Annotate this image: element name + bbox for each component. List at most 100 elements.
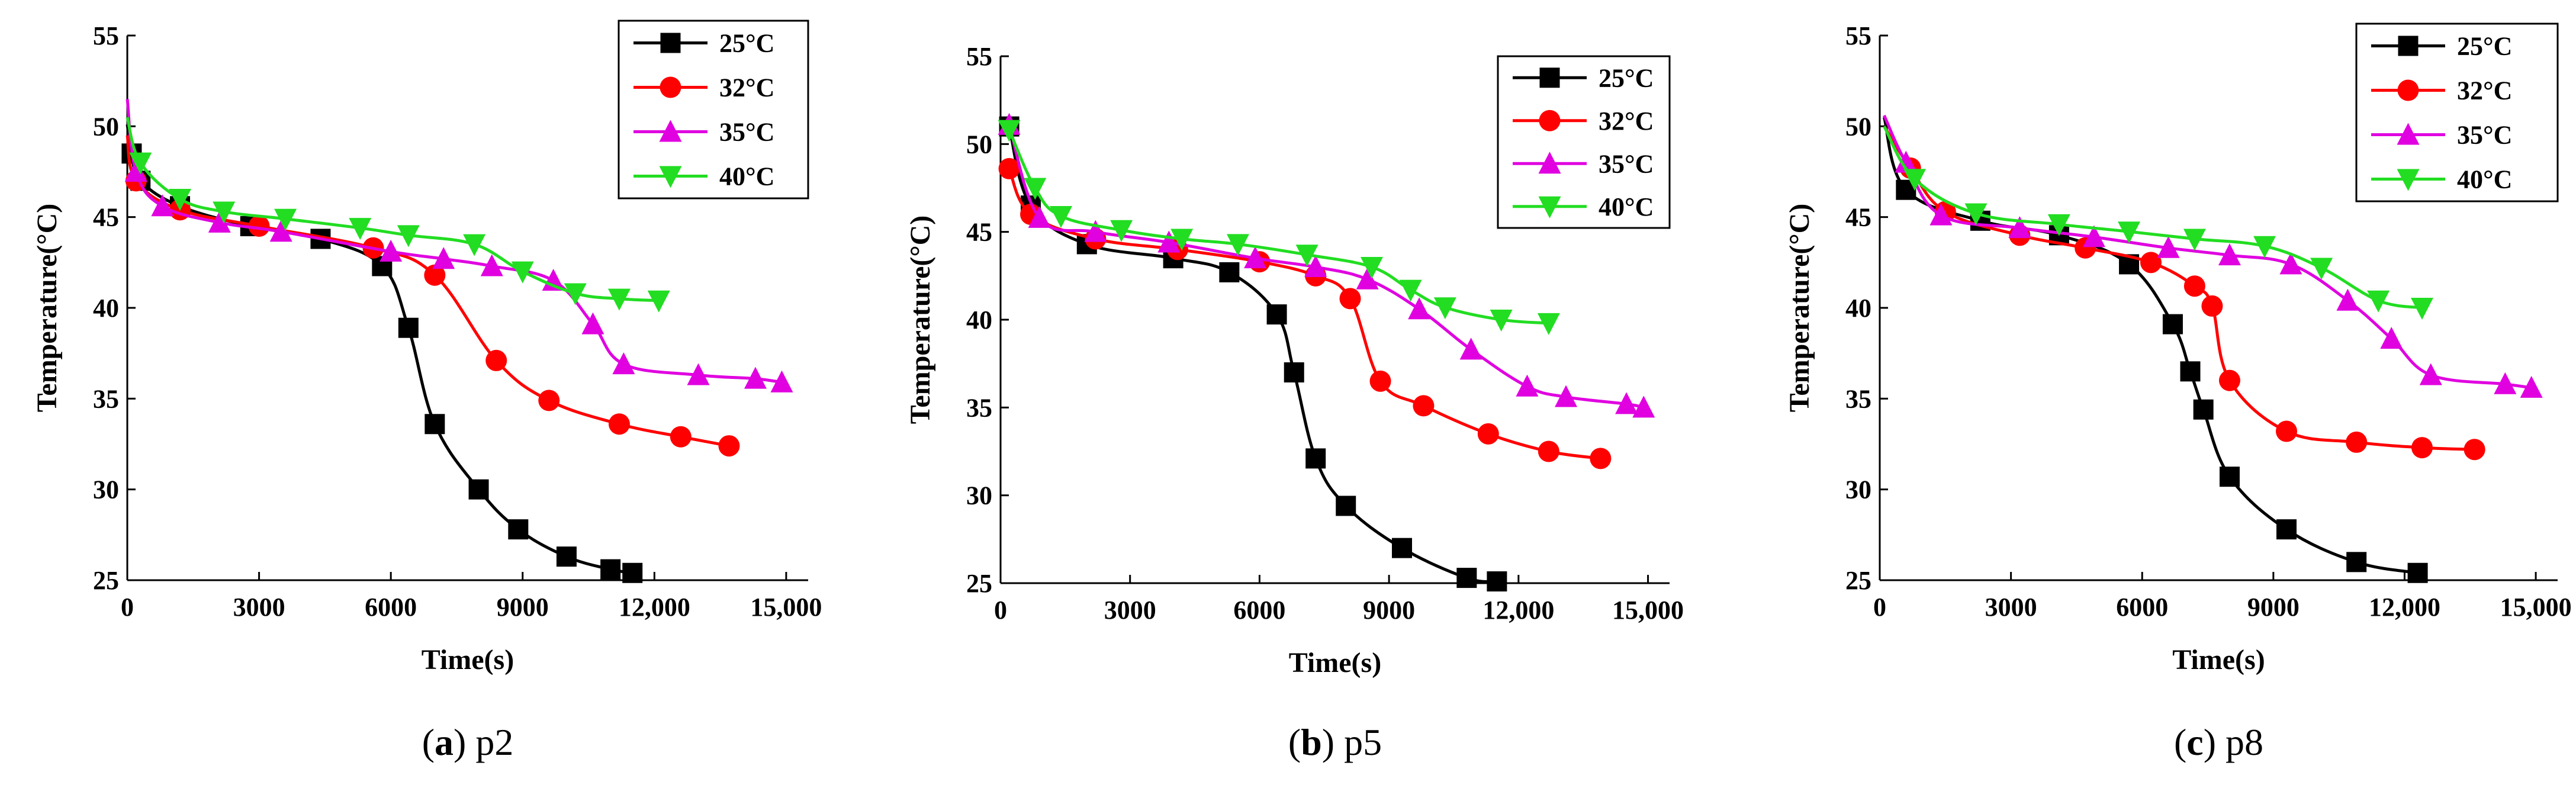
caption-close-paren: )	[454, 721, 475, 763]
data-point-32-c	[2140, 252, 2162, 274]
series-40-c	[126, 117, 670, 313]
chart-panel-a: 25 30 35 40 45 50 55 0 3000 6000 9000 12,000 15,000 T…	[31, 20, 822, 763]
chart-panel-b: 25 30 35 40 45 50 55 0 3000 6000 9000 12,000 15,000 T…	[905, 42, 1684, 763]
data-point-25-c	[1284, 362, 1304, 382]
data-point-35-c	[2218, 243, 2241, 266]
data-point-40-c	[1024, 178, 1047, 200]
x-tick-label-12-000: 12,000	[1482, 596, 1554, 625]
data-point-25-c	[2276, 519, 2297, 540]
data-point-35-c	[2279, 252, 2302, 275]
x-axis-title: Time(s)	[1289, 647, 1381, 678]
x-tick-label-6000: 6000	[2116, 593, 2168, 622]
y-tick-label-45: 45	[93, 203, 119, 232]
data-point-32-c	[2346, 431, 2368, 453]
series-line-25-c	[1882, 117, 2419, 575]
caption-close-paren: )	[2204, 721, 2226, 763]
data-point-40-c	[1399, 279, 1422, 302]
caption-open-paren: (	[422, 721, 435, 763]
y-tick-label-40: 40	[966, 305, 992, 335]
legend-marker-40-c	[1538, 196, 1561, 218]
data-point-40-c	[1537, 313, 1560, 335]
data-point-32-c	[424, 264, 446, 286]
data-point-40-c	[1903, 169, 1927, 191]
data-point-32-c	[485, 349, 507, 371]
x-tick-label-3000: 3000	[233, 593, 285, 622]
data-point-35-c	[2380, 327, 2403, 349]
panel-caption: (c) p8	[2174, 721, 2263, 763]
legend: 25°C 32°C 35°C 40°C	[2355, 22, 2559, 202]
data-point-25-c	[1487, 571, 1507, 592]
data-point-25-c	[600, 559, 621, 580]
data-point-35-c	[432, 247, 455, 269]
data-point-32-c	[1339, 288, 1361, 310]
data-point-40-c	[1360, 257, 1383, 279]
legend-label-40-c: 40°C	[2457, 165, 2512, 194]
data-point-40-c	[169, 189, 192, 211]
x-tick-label-9000: 9000	[497, 593, 549, 622]
caption-letter: a	[435, 721, 454, 763]
data-point-35-c	[2157, 236, 2180, 258]
y-tick-label-50: 50	[1845, 112, 1871, 141]
legend-marker-40-c	[659, 166, 682, 188]
y-tick-label-30: 30	[1845, 475, 1871, 504]
data-point-25-c	[1456, 568, 1477, 588]
data-point-35-c	[1516, 374, 1539, 397]
data-point-32-c	[1538, 440, 1559, 462]
y-tick-label-25: 25	[966, 569, 992, 598]
data-point-35-c	[1555, 385, 1578, 407]
caption-letter: c	[2186, 721, 2203, 763]
data-point-35-c	[1929, 203, 1953, 226]
y-tick-label-55: 55	[966, 42, 992, 71]
x-tick-label-0: 0	[994, 596, 1007, 625]
data-point-40-c	[397, 225, 420, 247]
x-tick-label-15-000: 15,000	[750, 593, 822, 622]
series-line-25-c	[126, 124, 633, 575]
series-line-40-c	[1883, 126, 2423, 310]
legend-label-32-c: 32°C	[2457, 76, 2512, 105]
legend-marker-40-c	[2397, 169, 2420, 191]
x-tick-label-0: 0	[121, 593, 134, 622]
data-point-35-c	[480, 254, 503, 276]
series-25-c	[121, 124, 643, 583]
series-40-c	[1883, 126, 2433, 320]
data-point-25-c	[1305, 448, 1326, 469]
legend-marker-35-c	[2397, 123, 2420, 145]
data-point-35-c	[2419, 363, 2442, 385]
y-tick-label-45: 45	[966, 218, 992, 247]
data-point-35-c	[1459, 337, 1482, 360]
caption-text: p2	[475, 721, 513, 763]
data-point-32-c	[1369, 370, 1391, 392]
data-point-40-c	[1490, 310, 1513, 332]
data-point-32-c	[538, 390, 560, 411]
data-point-25-c	[556, 546, 577, 567]
y-tick-label-25: 25	[1845, 566, 1871, 595]
x-axis-title: Time(s)	[422, 644, 514, 676]
y-tick-label-35: 35	[966, 393, 992, 422]
legend-box	[618, 20, 809, 200]
data-point-40-c	[511, 261, 534, 284]
data-point-25-c	[1392, 538, 1412, 558]
series-40-c	[998, 120, 1560, 335]
data-point-25-c	[508, 519, 529, 540]
data-point-32-c	[2411, 437, 2433, 459]
data-point-40-c	[2367, 290, 2390, 313]
caption-text: p5	[1344, 721, 1382, 763]
data-point-25-c	[1266, 304, 1287, 325]
data-point-32-c	[1477, 423, 1499, 445]
data-point-35-c	[1632, 395, 1655, 418]
legend-box	[2355, 22, 2559, 202]
data-point-40-c	[129, 152, 152, 175]
data-point-35-c	[770, 370, 793, 393]
legend-marker-35-c	[1538, 152, 1561, 174]
data-point-40-c	[2118, 221, 2141, 244]
data-point-35-c	[1084, 220, 1107, 242]
series-line-35-c	[1008, 124, 1644, 409]
data-point-25-c	[2180, 361, 2201, 382]
data-point-35-c	[2494, 372, 2517, 394]
caption-close-paren: )	[1322, 721, 1344, 763]
data-point-35-c	[612, 352, 635, 375]
y-tick-label-50: 50	[966, 130, 992, 159]
x-tick-label-12-000: 12,000	[2369, 593, 2440, 622]
legend-marker-25-c	[660, 33, 681, 53]
caption-open-paren: (	[2174, 721, 2186, 763]
